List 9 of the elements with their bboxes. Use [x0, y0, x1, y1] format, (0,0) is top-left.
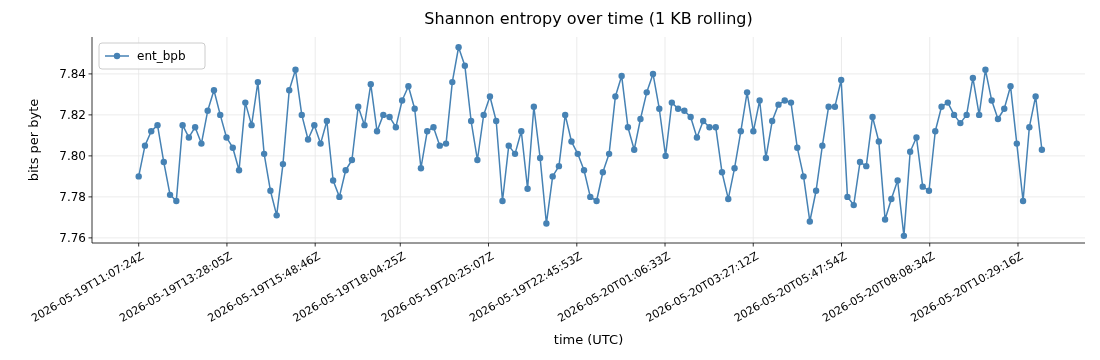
legend-label: ent_bpb	[137, 49, 186, 63]
y-axis-title: bits per byte	[26, 98, 41, 182]
y-tick-label: 7.78	[59, 190, 86, 205]
y-tick-label: 7.80	[59, 149, 86, 164]
chart-title: Shannon entropy over time (1 KB rolling)	[424, 9, 753, 28]
y-tick-label: 7.84	[59, 67, 86, 82]
y-tick-label: 7.82	[59, 108, 86, 123]
y-tick-label: 7.76	[59, 231, 86, 246]
x-axis-title: time (UTC)	[553, 332, 624, 347]
